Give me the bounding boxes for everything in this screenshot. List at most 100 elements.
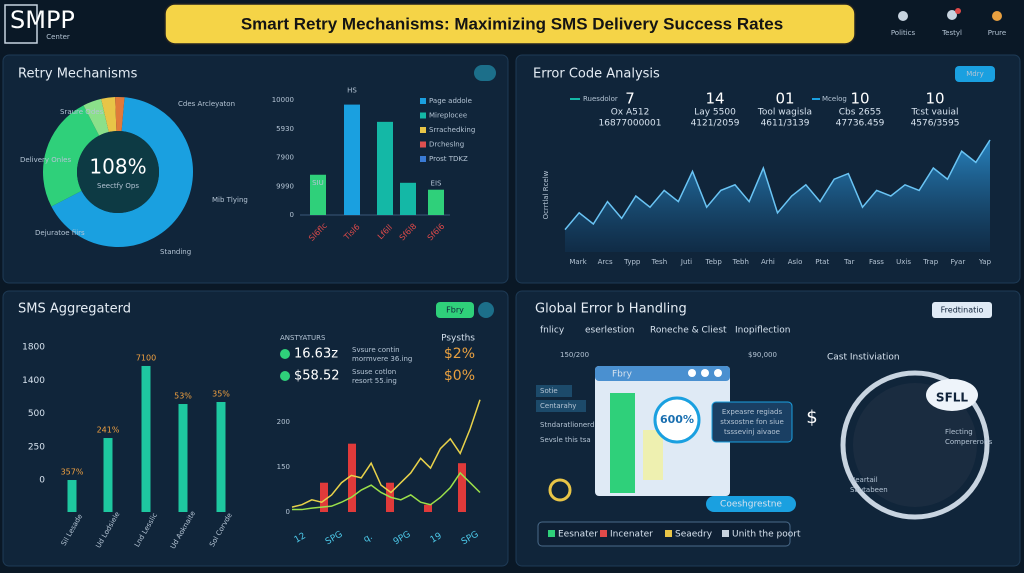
bar — [400, 182, 416, 215]
label: Global Error b Handling — [535, 302, 687, 317]
label: mormvere 36.ing — [352, 355, 412, 363]
label: 10000 — [272, 96, 294, 104]
window-dot — [714, 369, 722, 377]
label: Flecting — [945, 428, 973, 436]
footer-icon — [665, 530, 672, 537]
trend-bar — [320, 482, 328, 512]
area-line — [564, 139, 991, 231]
cloud-label: SFLL — [936, 391, 968, 405]
kpi-dot — [280, 371, 290, 381]
label: 7 — [625, 90, 635, 108]
label: Fyar — [951, 258, 966, 266]
kpi-delta: $2% — [444, 346, 475, 362]
label: Prure — [988, 29, 1006, 37]
nav-icon[interactable] — [947, 10, 957, 20]
label: Ox A512 — [611, 108, 650, 118]
label: Ocrrtlal Rcelw — [542, 170, 550, 219]
label: 10 — [925, 90, 944, 108]
label: 150/200 — [560, 351, 589, 359]
window-bar — [595, 366, 730, 381]
label: Lay 5500 — [694, 108, 736, 118]
window-bar-chart — [643, 430, 663, 480]
label: Sotie — [540, 387, 558, 395]
label: Juti — [680, 258, 692, 266]
label: Tcst vauial — [910, 108, 958, 118]
donut-segment — [83, 98, 110, 136]
globe-ring — [840, 370, 990, 520]
label: Cast Instiviation — [827, 353, 900, 363]
label: Eesnater — [558, 530, 598, 540]
label: 1400 — [22, 376, 45, 386]
label: Cdes Arcleyaton — [178, 100, 235, 108]
label: 4576/3595 — [911, 119, 960, 129]
logo: SMPP — [10, 6, 75, 34]
label: 35% — [212, 390, 230, 399]
label: EIS — [431, 180, 442, 188]
footer-icon — [722, 530, 729, 537]
window-dot — [701, 369, 709, 377]
label: 7900 — [276, 154, 294, 162]
label: Unith the poort — [732, 530, 801, 540]
label: 01 — [775, 90, 794, 108]
label: stxsostne fon siue — [720, 418, 784, 426]
label: Politics — [891, 29, 916, 37]
bubble-value: 600% — [660, 413, 694, 426]
button[interactable] — [932, 302, 992, 318]
label: 0 — [286, 508, 290, 516]
label: Sautabeen — [850, 486, 888, 494]
label: 250 — [28, 442, 45, 452]
label: Aslo — [788, 258, 803, 266]
footer-icon — [548, 530, 555, 537]
search-button[interactable] — [474, 65, 496, 81]
label: Prost TDKZ — [429, 155, 468, 163]
nav-badge — [955, 8, 961, 14]
label: Delivery Onles — [20, 156, 71, 164]
label: Roneche & Cliest — [650, 326, 727, 336]
page-title: Smart Retry Mechanisms: Maximizing SMS D… — [241, 14, 783, 33]
footer-bar — [537, 521, 791, 547]
legend-swatch — [420, 156, 426, 162]
nav-icon[interactable] — [992, 11, 1002, 21]
button[interactable] — [436, 302, 474, 318]
side-tab — [536, 385, 572, 397]
label: Uxis — [896, 258, 911, 266]
label: 10 — [850, 90, 869, 108]
label: Fredtinatio — [941, 306, 984, 315]
donut-hole — [77, 131, 159, 213]
label: Mdry — [966, 70, 984, 78]
label: Psysths — [441, 334, 475, 344]
window-bar-chart — [610, 393, 635, 493]
label: 500 — [28, 409, 45, 419]
label: fnlicy — [540, 326, 565, 336]
label: 4121/2059 — [691, 119, 740, 129]
chip[interactable] — [706, 496, 796, 512]
label: Page addole — [429, 97, 472, 105]
donut-segment — [43, 105, 100, 207]
label: Compereroris — [945, 438, 993, 446]
bar — [103, 438, 113, 512]
donut-center: 108% — [89, 155, 146, 179]
label: Dejuratoe fiirs — [35, 229, 85, 237]
label: Sevsle this tsa — [540, 436, 591, 444]
label: Ptat — [815, 258, 829, 266]
button[interactable] — [955, 66, 995, 82]
label: Coeshgrestne — [720, 500, 782, 510]
button[interactable] — [478, 302, 494, 318]
window-dot — [688, 369, 696, 377]
nav-icon[interactable] — [898, 11, 908, 21]
label: Testyl — [941, 29, 962, 37]
label: Inopiflection — [735, 326, 790, 336]
label: 12 — [293, 531, 308, 545]
label: Tebh — [732, 258, 749, 266]
bar — [377, 121, 393, 215]
label: Mark — [569, 258, 587, 266]
label: 1800 — [22, 343, 45, 353]
label: $90,000 — [748, 351, 777, 359]
trend-bar — [348, 443, 356, 512]
label: Ruesdolor — [583, 95, 618, 103]
label: Yap — [978, 258, 992, 266]
bar — [344, 104, 360, 215]
label: 47736.459 — [836, 119, 885, 129]
kpi-dot — [280, 349, 290, 359]
